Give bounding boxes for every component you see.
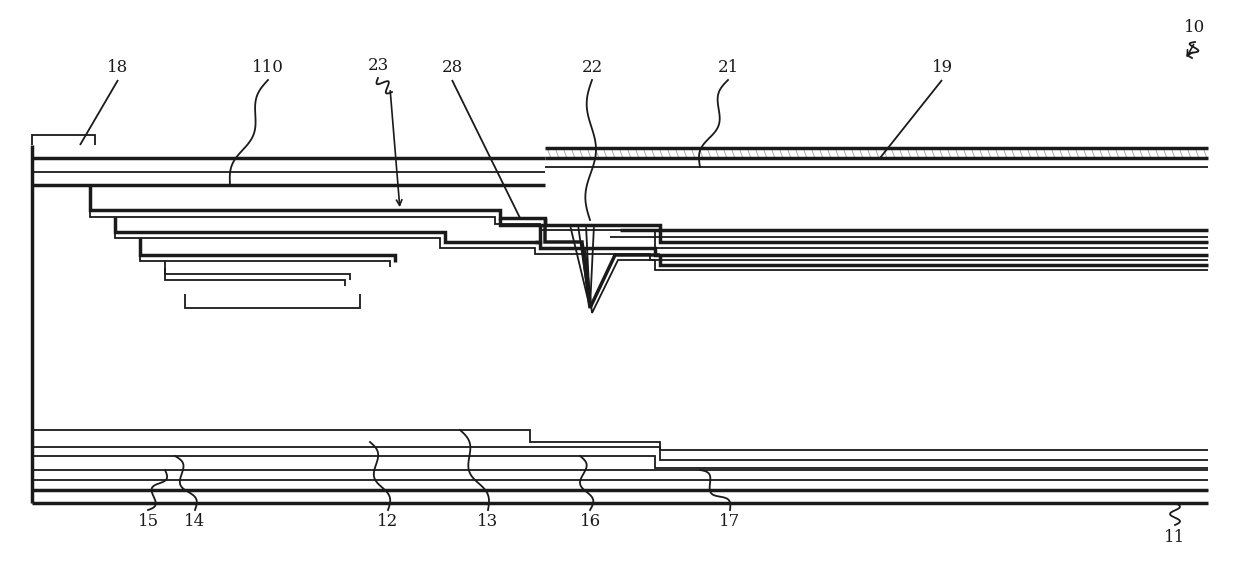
Text: 21: 21 [718,60,739,76]
Text: 15: 15 [138,514,159,530]
Text: 17: 17 [719,514,740,530]
Text: 22: 22 [582,60,603,76]
Text: 110: 110 [252,60,284,76]
Text: 28: 28 [441,60,463,76]
Text: 19: 19 [931,60,952,76]
Text: 16: 16 [579,514,600,530]
Text: 10: 10 [1184,20,1205,36]
Text: 23: 23 [367,57,388,74]
Text: 11: 11 [1164,530,1185,547]
Text: 12: 12 [377,514,398,530]
Text: 14: 14 [185,514,206,530]
Text: 18: 18 [108,60,129,76]
Text: 13: 13 [477,514,498,530]
